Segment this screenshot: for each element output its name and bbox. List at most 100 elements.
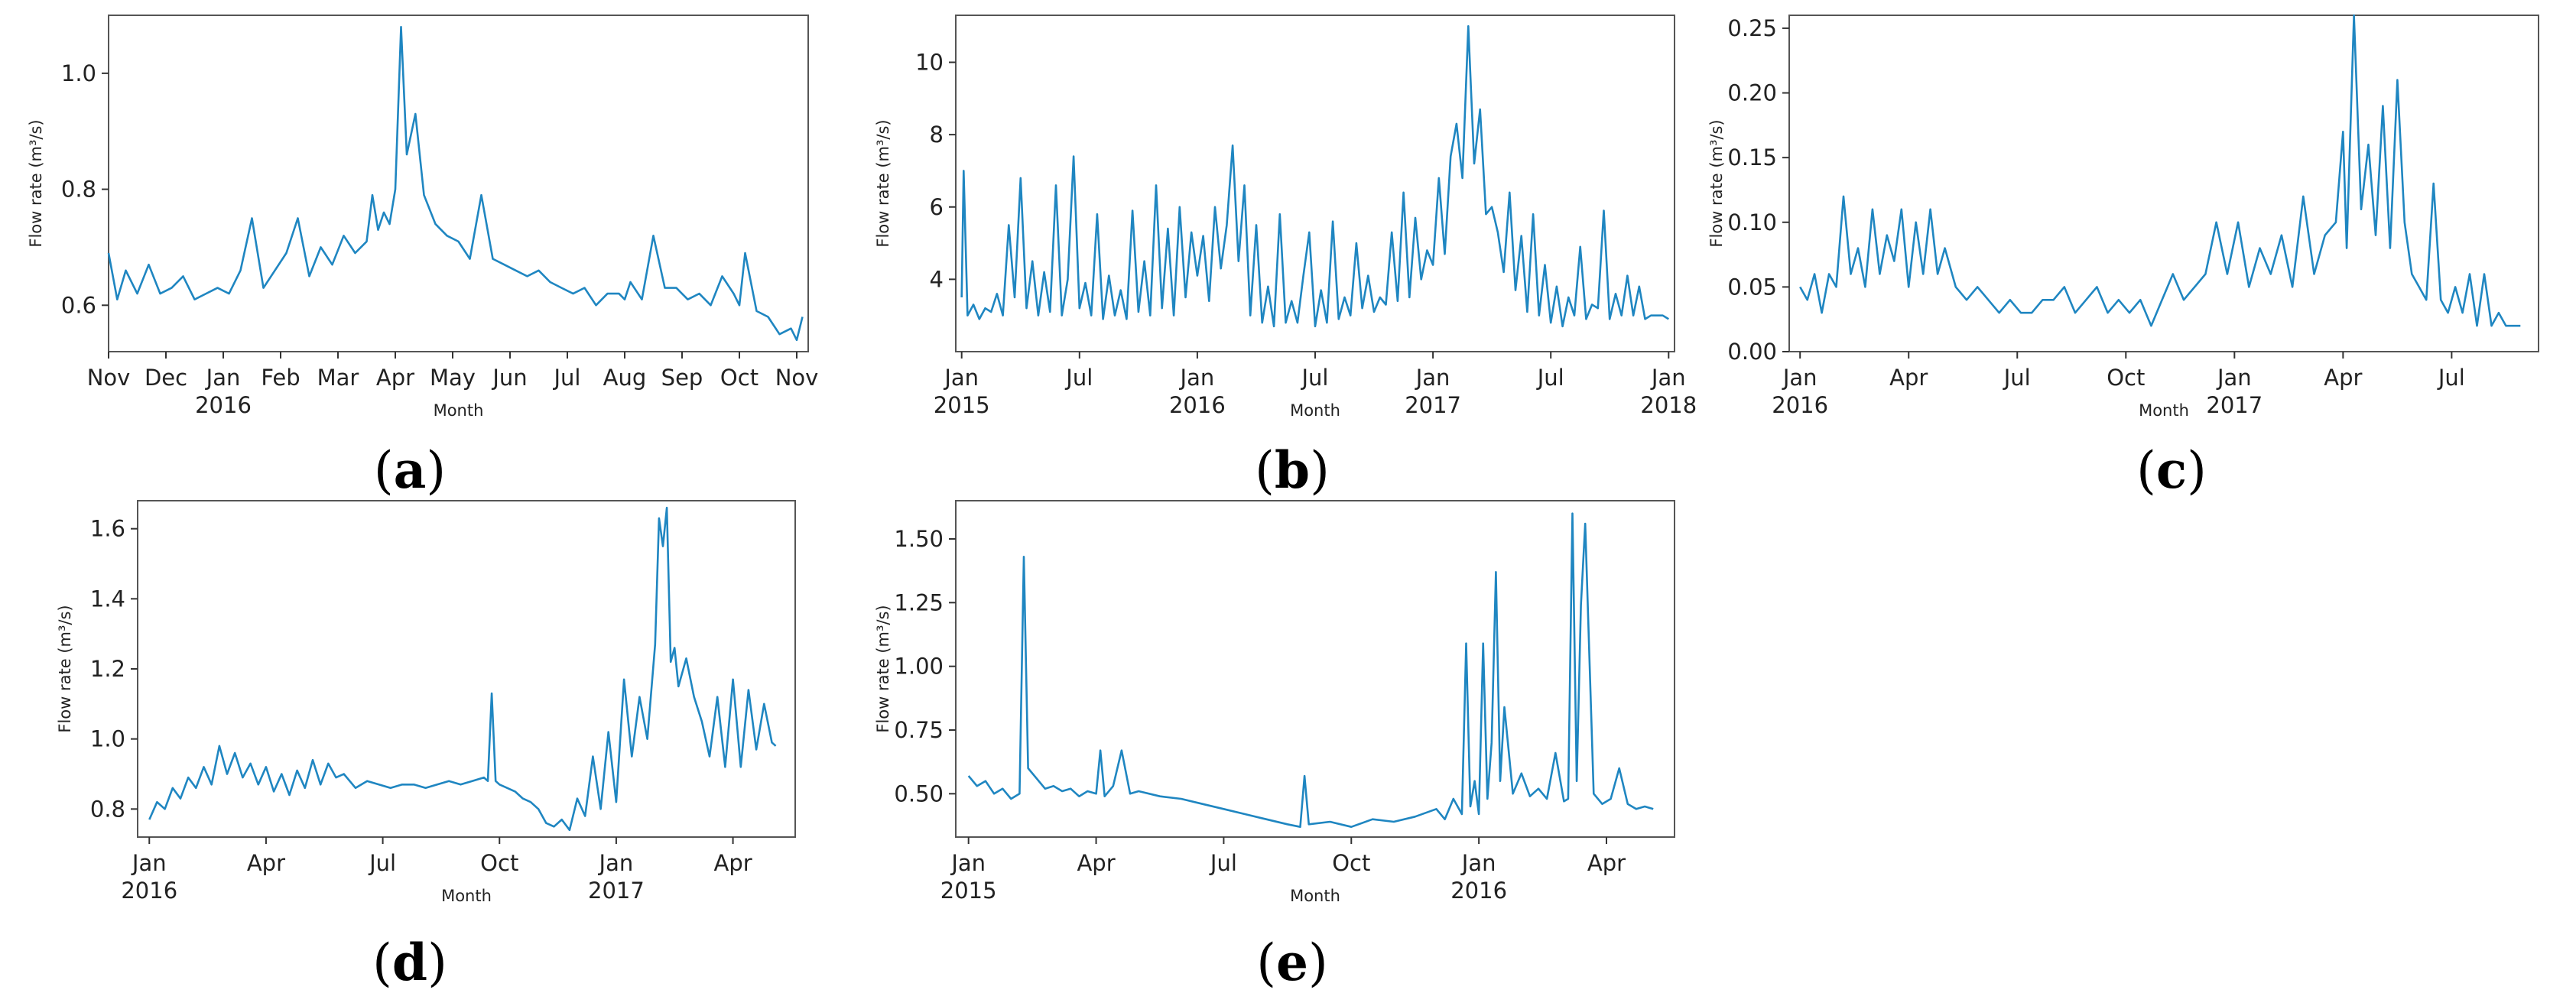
y-tick-label: 1.0 — [61, 60, 96, 86]
x-tick-label: Nov — [775, 365, 819, 391]
x-axis-label: Month — [1290, 401, 1340, 420]
panel-label-letter: d — [392, 933, 427, 992]
plot-frame — [1788, 15, 2539, 352]
x-tick-label: Jul — [1064, 365, 1093, 391]
x-tick-label: Oct — [1332, 850, 1370, 876]
x-tick-label: May — [430, 365, 476, 391]
x-axis-label: Month — [1290, 887, 1340, 905]
y-tick-label: 0.05 — [1727, 274, 1777, 300]
x-tick-label: Jan — [1179, 365, 1215, 391]
x-tick-label: Jan — [1415, 365, 1450, 391]
y-tick-label: 1.2 — [90, 656, 125, 682]
x-tick-label: Oct — [480, 850, 518, 876]
y-axis-label: Flow rate (m³/s) — [874, 119, 892, 247]
x-tick-year-label: 2016 — [121, 878, 177, 904]
x-tick-label: Feb — [261, 365, 300, 391]
y-tick-label: 6 — [930, 194, 944, 220]
x-tick-label: Jul — [1536, 365, 1564, 391]
x-tick-label: Jan — [2216, 365, 2252, 391]
x-tick-label: Dec — [145, 365, 187, 391]
y-tick-label: 4 — [930, 266, 944, 292]
panel-label-open: ( — [1255, 441, 1275, 500]
panel-label-open: ( — [1256, 933, 1276, 992]
x-tick-label: Apr — [1889, 365, 1928, 391]
x-tick-label: Apr — [2324, 365, 2362, 391]
panel-label-close: ) — [1310, 441, 1330, 500]
plot-frame — [108, 15, 809, 352]
y-tick-label: 0.00 — [1727, 339, 1777, 365]
x-tick-label: Nov — [87, 365, 131, 391]
series-line-flow — [107, 25, 804, 342]
x-tick-year-label: 2016 — [1772, 392, 1828, 418]
panel-label-open: ( — [374, 441, 394, 500]
y-tick-label: 1.0 — [90, 726, 125, 752]
y-tick-label: 1.25 — [894, 589, 944, 615]
panel-label-letter: b — [1275, 440, 1310, 500]
x-tick-label: Apr — [247, 850, 285, 876]
panel-label-letter: e — [1276, 933, 1308, 992]
panel-label-letter: a — [394, 440, 427, 500]
x-tick-label: Jul — [1301, 365, 1329, 391]
panel-label: (d) — [372, 933, 447, 992]
y-tick-label: 1.00 — [894, 654, 944, 680]
y-axis-label: Flow rate (m³/s) — [874, 605, 892, 732]
series-line-flow — [967, 512, 1654, 828]
x-tick-year-label: 2015 — [934, 392, 990, 418]
y-tick-label: 0.75 — [894, 717, 944, 743]
series-line-flow — [148, 506, 777, 832]
panel-label-open: ( — [2136, 441, 2156, 500]
y-tick-label: 10 — [915, 50, 944, 76]
x-tick-label: Jan — [205, 365, 241, 391]
y-tick-label: 0.50 — [894, 780, 944, 806]
panel-label-open: ( — [372, 933, 392, 992]
x-tick-label: Jul — [368, 850, 396, 876]
y-tick-label: 1.4 — [90, 586, 125, 612]
x-tick-label: Oct — [2107, 365, 2145, 391]
x-tick-label: Jan — [131, 850, 167, 876]
x-tick-label: Aug — [603, 365, 647, 391]
plot-frame — [137, 500, 796, 838]
x-tick-year-label: 2016 — [1450, 878, 1507, 904]
x-tick-label: Jan — [1460, 850, 1496, 876]
x-tick-year-label: 2018 — [1640, 392, 1697, 418]
x-axis-label: Month — [2139, 401, 2189, 420]
x-tick-year-label: 2017 — [588, 878, 645, 904]
y-axis-label: Flow rate (m³/s) — [1707, 119, 1726, 247]
panel-label-letter: c — [2156, 440, 2187, 500]
x-tick-label: Oct — [720, 365, 759, 391]
x-tick-label: Apr — [1077, 850, 1115, 876]
y-tick-label: 0.6 — [61, 292, 96, 318]
x-tick-label: Jun — [491, 365, 527, 391]
panel-label-close: ) — [427, 933, 447, 992]
series-line-flow — [960, 24, 1669, 328]
panel-label: (e) — [1256, 933, 1328, 992]
x-tick-year-label: 2016 — [195, 392, 252, 418]
y-tick-label: 0.10 — [1727, 209, 1777, 235]
y-tick-label: 0.25 — [1727, 15, 1777, 41]
x-axis-label: Month — [441, 887, 492, 905]
x-tick-label: Apr — [1587, 850, 1626, 876]
panel-label-close: ) — [2187, 441, 2207, 500]
x-tick-label: Jan — [943, 365, 979, 391]
y-axis-label: Flow rate (m³/s) — [56, 605, 74, 732]
x-axis-label: Month — [434, 401, 484, 420]
series-line-flow — [1799, 14, 2521, 327]
plot-frame — [955, 500, 1675, 838]
panel-label-close: ) — [1308, 933, 1328, 992]
x-tick-label: Jul — [1209, 850, 1237, 876]
x-tick-label: Jan — [1650, 365, 1686, 391]
x-tick-label: Jul — [2003, 365, 2031, 391]
y-tick-label: 0.8 — [90, 796, 125, 822]
y-tick-label: 0.20 — [1727, 80, 1777, 106]
y-tick-label: 8 — [930, 122, 944, 148]
x-tick-label: Jan — [598, 850, 634, 876]
x-tick-label: Sep — [661, 365, 703, 391]
x-tick-year-label: 2015 — [940, 878, 997, 904]
y-tick-label: 0.8 — [61, 177, 96, 203]
